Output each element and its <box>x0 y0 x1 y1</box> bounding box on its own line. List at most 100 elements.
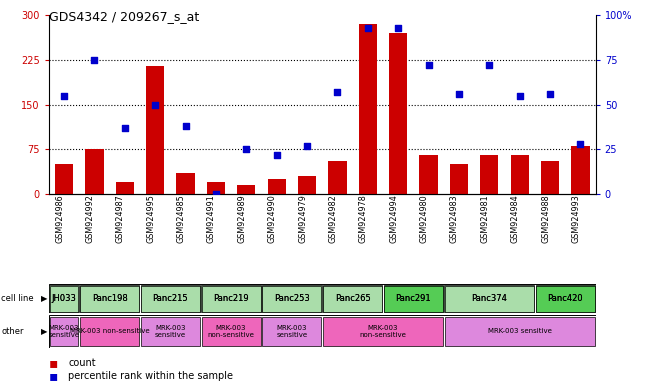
Bar <box>419 155 437 194</box>
Bar <box>510 155 529 194</box>
Text: GSM924990: GSM924990 <box>268 194 277 243</box>
Text: Panc198: Panc198 <box>92 294 128 303</box>
Text: MRK-003 sensitive: MRK-003 sensitive <box>488 328 551 334</box>
FancyBboxPatch shape <box>323 316 443 346</box>
FancyBboxPatch shape <box>445 285 534 312</box>
Point <box>271 152 282 158</box>
Text: Panc253: Panc253 <box>274 294 310 303</box>
Bar <box>116 182 134 194</box>
FancyBboxPatch shape <box>141 316 200 346</box>
Text: count: count <box>68 358 96 368</box>
Point <box>514 93 525 99</box>
Text: Panc420: Panc420 <box>547 294 583 303</box>
Bar <box>85 149 104 194</box>
FancyBboxPatch shape <box>80 316 139 346</box>
Text: GSM924983: GSM924983 <box>450 194 459 243</box>
Text: GDS4342 / 209267_s_at: GDS4342 / 209267_s_at <box>49 10 199 23</box>
FancyBboxPatch shape <box>49 284 596 313</box>
Text: Panc291: Panc291 <box>396 294 431 303</box>
Point <box>150 101 160 108</box>
Text: Panc420: Panc420 <box>547 294 583 303</box>
FancyBboxPatch shape <box>536 285 595 312</box>
Point <box>120 125 130 131</box>
FancyBboxPatch shape <box>323 286 382 311</box>
Text: MRK-003
non-sensitive: MRK-003 non-sensitive <box>359 325 406 338</box>
Bar <box>359 24 377 194</box>
Text: cell line: cell line <box>1 294 34 303</box>
Text: ▶: ▶ <box>41 294 48 303</box>
Point <box>393 25 404 31</box>
Text: JH033: JH033 <box>51 294 76 303</box>
FancyBboxPatch shape <box>80 285 139 312</box>
Text: GSM924978: GSM924978 <box>359 194 368 243</box>
Point <box>241 146 251 152</box>
Text: Panc219: Panc219 <box>214 294 249 303</box>
FancyBboxPatch shape <box>445 286 534 311</box>
FancyBboxPatch shape <box>49 315 596 348</box>
Bar <box>176 173 195 194</box>
Bar <box>146 66 164 194</box>
Text: ▪: ▪ <box>49 356 58 370</box>
Text: GSM924985: GSM924985 <box>176 194 186 243</box>
Text: Panc374: Panc374 <box>471 294 507 303</box>
Point <box>575 141 586 147</box>
Text: MRK-003
non-sensitive: MRK-003 non-sensitive <box>208 325 255 338</box>
Text: GSM924986: GSM924986 <box>55 194 64 243</box>
FancyBboxPatch shape <box>141 286 200 311</box>
FancyBboxPatch shape <box>49 316 78 346</box>
Text: MRK-003
sensitive: MRK-003 sensitive <box>155 325 186 338</box>
FancyBboxPatch shape <box>262 285 322 312</box>
Bar <box>268 179 286 194</box>
Text: Panc265: Panc265 <box>335 294 370 303</box>
FancyBboxPatch shape <box>323 285 382 312</box>
Text: GSM924991: GSM924991 <box>207 194 216 243</box>
FancyBboxPatch shape <box>262 286 322 311</box>
Bar <box>298 176 316 194</box>
FancyBboxPatch shape <box>80 286 139 311</box>
Text: GSM924984: GSM924984 <box>511 194 519 243</box>
FancyBboxPatch shape <box>445 316 595 346</box>
Text: GSM924980: GSM924980 <box>420 194 428 243</box>
FancyBboxPatch shape <box>262 316 322 346</box>
Text: GSM924982: GSM924982 <box>329 194 337 243</box>
Point <box>454 91 464 97</box>
FancyBboxPatch shape <box>201 285 261 312</box>
Text: GSM924987: GSM924987 <box>116 194 125 243</box>
Point <box>484 62 495 68</box>
Point <box>332 89 342 95</box>
Text: GSM924989: GSM924989 <box>238 194 246 243</box>
Point <box>59 93 69 99</box>
Text: GSM924995: GSM924995 <box>146 194 155 243</box>
Text: GSM924992: GSM924992 <box>85 194 94 243</box>
FancyBboxPatch shape <box>384 286 443 311</box>
Point <box>302 142 312 149</box>
FancyBboxPatch shape <box>49 286 78 311</box>
Text: Panc219: Panc219 <box>214 294 249 303</box>
Bar <box>480 155 499 194</box>
Text: GSM924993: GSM924993 <box>572 194 581 243</box>
Text: MRK-003
sensitive: MRK-003 sensitive <box>48 325 79 338</box>
Text: Panc215: Panc215 <box>152 294 188 303</box>
Bar <box>55 164 73 194</box>
Bar <box>572 146 590 194</box>
Text: Panc265: Panc265 <box>335 294 370 303</box>
Text: ▪: ▪ <box>49 369 58 383</box>
Text: GSM924979: GSM924979 <box>298 194 307 243</box>
Text: Panc253: Panc253 <box>274 294 310 303</box>
Point <box>89 57 100 63</box>
Text: ▶: ▶ <box>41 327 48 336</box>
Bar <box>541 161 559 194</box>
Text: GSM924988: GSM924988 <box>541 194 550 243</box>
Text: GSM924994: GSM924994 <box>389 194 398 243</box>
Point <box>545 91 555 97</box>
Text: JH033: JH033 <box>51 294 76 303</box>
FancyBboxPatch shape <box>383 285 443 312</box>
Point <box>211 191 221 197</box>
FancyBboxPatch shape <box>49 285 79 312</box>
Text: Panc291: Panc291 <box>396 294 431 303</box>
FancyBboxPatch shape <box>536 286 595 311</box>
Bar <box>237 185 255 194</box>
Bar <box>328 161 346 194</box>
Bar <box>450 164 468 194</box>
Text: other: other <box>1 327 24 336</box>
